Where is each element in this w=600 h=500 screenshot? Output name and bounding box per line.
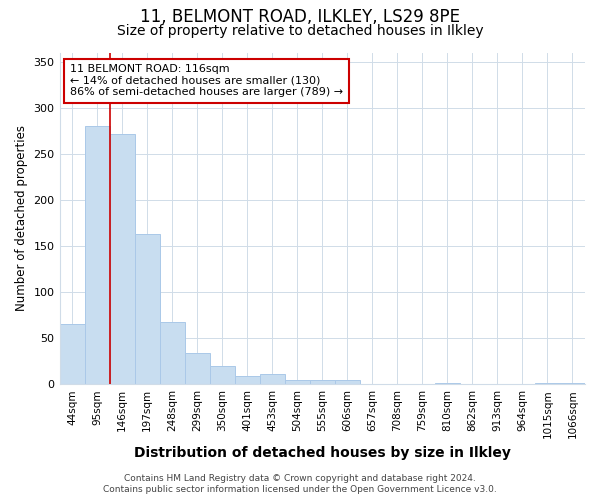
Bar xyxy=(160,322,185,384)
Bar xyxy=(134,234,160,384)
Bar xyxy=(110,134,134,384)
Bar xyxy=(235,376,260,384)
Text: 11 BELMONT ROAD: 116sqm
← 14% of detached houses are smaller (130)
86% of semi-d: 11 BELMONT ROAD: 116sqm ← 14% of detache… xyxy=(70,64,343,98)
X-axis label: Distribution of detached houses by size in Ilkley: Distribution of detached houses by size … xyxy=(134,446,511,460)
Bar xyxy=(59,324,85,384)
Bar xyxy=(209,366,235,384)
Text: Size of property relative to detached houses in Ilkley: Size of property relative to detached ho… xyxy=(116,24,484,38)
Bar xyxy=(335,380,360,384)
Bar xyxy=(85,126,110,384)
Bar xyxy=(310,380,335,384)
Bar xyxy=(285,380,310,384)
Bar xyxy=(260,374,285,384)
Text: 11, BELMONT ROAD, ILKLEY, LS29 8PE: 11, BELMONT ROAD, ILKLEY, LS29 8PE xyxy=(140,8,460,26)
Bar xyxy=(185,353,209,384)
Y-axis label: Number of detached properties: Number of detached properties xyxy=(15,126,28,312)
Text: Contains HM Land Registry data © Crown copyright and database right 2024.
Contai: Contains HM Land Registry data © Crown c… xyxy=(103,474,497,494)
